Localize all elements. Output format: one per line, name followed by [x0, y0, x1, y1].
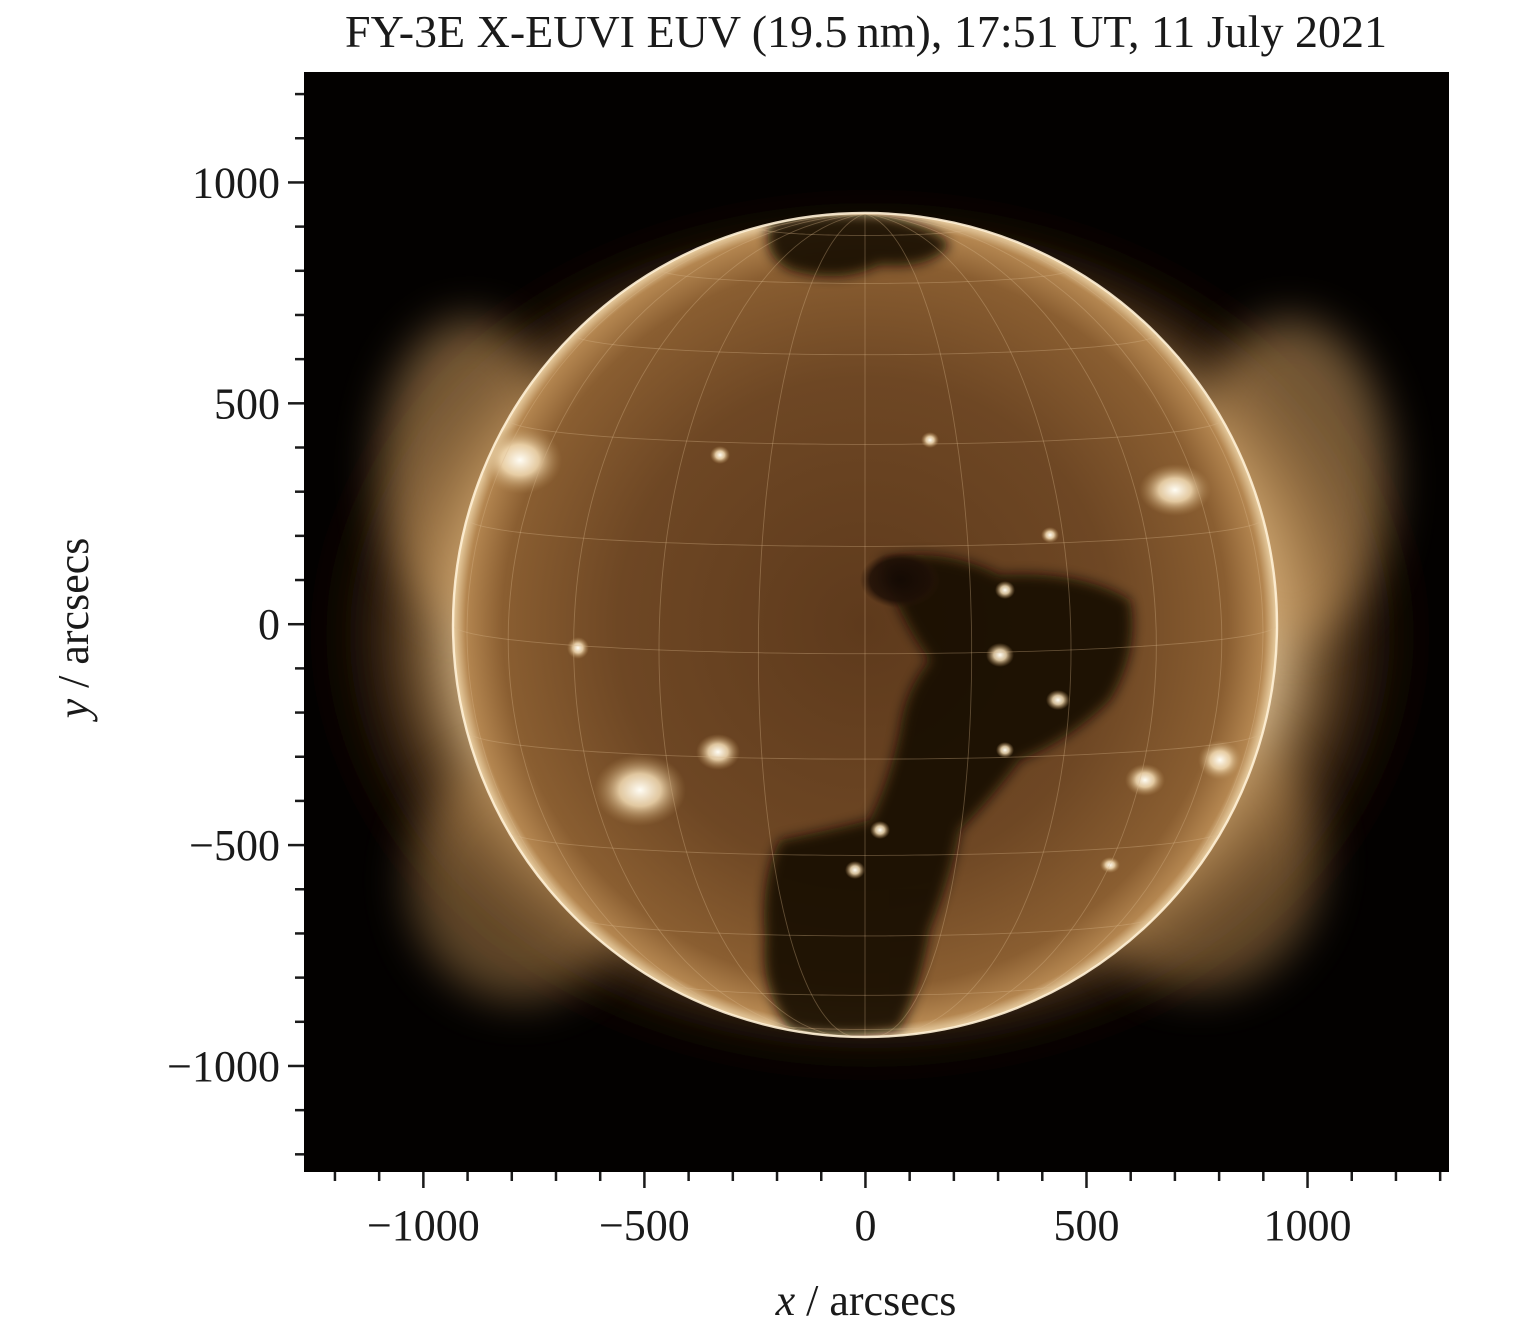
solar-disk — [453, 213, 1277, 1037]
bright-point — [996, 742, 1014, 758]
coronal-hole-patch — [860, 552, 940, 608]
latitude-line — [658, 269, 1072, 284]
bright-point — [710, 446, 730, 464]
x-axis: −1000 −500 0 500 1000 — [333, 1172, 1442, 1250]
y-tick-label: 1000 — [192, 158, 280, 207]
longitude-line — [507, 213, 866, 1035]
solar-limb — [451, 211, 1279, 1039]
bright-point — [567, 637, 589, 659]
x-tick-label: −500 — [599, 1201, 690, 1250]
latitude-line — [573, 334, 1157, 356]
longitude-line — [864, 213, 1264, 1023]
y-tick-label: 500 — [214, 379, 280, 428]
active-region-west — [1125, 764, 1165, 796]
central-coronal-hole — [764, 555, 1133, 1035]
active-region-southwest — [1198, 740, 1242, 780]
x-tick-label: 0 — [854, 1201, 876, 1250]
active-region-south-central — [696, 734, 740, 770]
longitude-line — [864, 213, 1223, 1035]
latitude-line — [508, 831, 1222, 856]
x-tick-label: −1000 — [367, 1201, 480, 1250]
bright-point — [921, 432, 939, 448]
y-tick-label: 0 — [258, 600, 280, 649]
longitude-line — [757, 213, 866, 1037]
x-tick-label: 1000 — [1264, 1201, 1352, 1250]
bright-point — [845, 861, 865, 879]
bright-point — [986, 643, 1014, 667]
active-region-northeast — [478, 426, 562, 494]
x-axis-label: x / arcsecs — [775, 1276, 957, 1325]
latitude-line — [466, 518, 1264, 547]
solar-image — [304, 72, 1449, 1172]
y-axis: 1000 500 0 −500 −1000 — [167, 92, 304, 1156]
bright-point — [1041, 527, 1059, 543]
north-polar-coronal-hole — [767, 213, 950, 277]
longitude-line — [864, 213, 1072, 1037]
y-axis-label: y / arcsecs — [49, 538, 98, 723]
latitude-line — [575, 917, 1155, 937]
longitude-line — [864, 213, 1157, 1037]
bright-point — [1100, 857, 1120, 873]
figure-title: FY-3E X-EUVI EUV (19.5 nm), 17:51 UT, 11… — [345, 6, 1387, 57]
y-axis-variable: y — [49, 698, 98, 722]
x-axis-variable: x — [775, 1276, 796, 1325]
longitude-line — [466, 213, 866, 1023]
heliographic-grid — [453, 213, 1277, 1037]
latitude-line — [507, 419, 1223, 445]
y-tick-label: −500 — [189, 821, 280, 870]
bright-point — [870, 821, 890, 839]
latitude-line — [757, 227, 973, 236]
bright-point — [995, 581, 1015, 599]
latitude-line — [466, 732, 1264, 760]
longitude-line — [658, 213, 866, 1037]
latitude-line — [660, 982, 1070, 996]
longitude-line — [864, 213, 973, 1037]
longitude-line — [573, 213, 866, 1037]
active-region-northwest — [1139, 464, 1211, 516]
x-axis-unit: / arcsecs — [795, 1276, 956, 1325]
active-region-southeast — [594, 754, 686, 826]
y-axis-unit: / arcsecs — [49, 538, 98, 699]
latitude-line — [453, 624, 1277, 655]
disk-features — [453, 213, 1277, 1037]
y-tick-label: −1000 — [167, 1042, 280, 1091]
bright-point — [1046, 690, 1070, 710]
x-tick-label: 500 — [1053, 1201, 1119, 1250]
latitude-line — [762, 1023, 968, 1030]
